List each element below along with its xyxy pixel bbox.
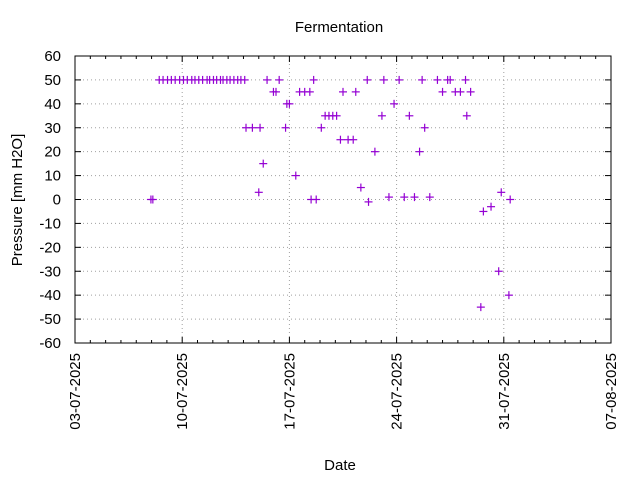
data-point	[281, 123, 290, 132]
data-point	[405, 111, 414, 120]
plot-frame	[74, 55, 612, 344]
data-point	[254, 188, 263, 197]
x-axis-label: Date	[324, 457, 356, 474]
data-point	[379, 75, 388, 84]
y-tick-label: -20	[39, 239, 61, 256]
data-point	[504, 291, 513, 300]
data-point	[420, 123, 429, 132]
data-point	[317, 123, 326, 132]
data-point	[148, 195, 157, 204]
data-point	[395, 75, 404, 84]
data-point	[466, 87, 475, 96]
data-point	[275, 75, 284, 84]
x-tick-label: 10-07-2025	[174, 353, 191, 430]
data-point	[494, 267, 503, 276]
data-point	[285, 99, 294, 108]
data-point	[462, 111, 471, 120]
y-tick-label: 30	[44, 120, 61, 137]
y-tick-label: 50	[44, 72, 61, 89]
data-point	[433, 75, 442, 84]
data-point	[364, 197, 373, 206]
data-points	[146, 75, 515, 312]
data-point	[506, 195, 515, 204]
x-tick-label: 07-08-2025	[603, 353, 620, 430]
y-tick-label: 60	[44, 48, 61, 65]
y-tick-label: 20	[44, 144, 61, 161]
data-point	[418, 75, 427, 84]
data-point	[259, 159, 268, 168]
data-point	[256, 123, 265, 132]
data-point	[305, 87, 314, 96]
y-tick-label: 0	[53, 192, 61, 209]
data-point	[487, 202, 496, 211]
data-point	[438, 87, 447, 96]
data-point	[240, 75, 249, 84]
grid-lines	[75, 56, 611, 343]
data-point	[497, 188, 506, 197]
data-point	[248, 123, 257, 132]
data-point	[332, 111, 341, 120]
y-tick-label: 40	[44, 96, 61, 113]
data-point	[461, 75, 470, 84]
chart-title: Fermentation	[295, 19, 383, 36]
y-tick-label: -40	[39, 287, 61, 304]
data-point	[479, 207, 488, 216]
y-axis-label: Pressure [mm H2O]	[9, 134, 26, 267]
data-point	[263, 75, 272, 84]
data-point	[349, 135, 358, 144]
data-point	[356, 183, 365, 192]
y-axis-ticks: 60 50 40 30 20 10 0 -10 -20 -30 -40 -50 -60	[39, 48, 611, 352]
data-point	[377, 111, 386, 120]
data-point	[400, 193, 409, 202]
data-point	[370, 147, 379, 156]
data-point	[425, 193, 434, 202]
data-point	[291, 171, 300, 180]
data-point	[363, 75, 372, 84]
data-point	[390, 99, 399, 108]
x-tick-label: 24-07-2025	[389, 353, 406, 430]
y-tick-label: -10	[39, 215, 61, 232]
data-point	[272, 87, 280, 96]
data-point	[384, 193, 393, 202]
data-point	[410, 193, 419, 202]
data-point	[476, 303, 485, 312]
y-tick-label: 10	[44, 168, 61, 185]
x-axis-ticks: 03-07-2025 10-07-2025 17-07-2025 24-07-2025…	[67, 56, 620, 430]
data-point	[312, 195, 321, 204]
data-point	[456, 87, 465, 96]
x-tick-label: 31-07-2025	[496, 353, 513, 430]
x-tick-label: 03-07-2025	[67, 353, 84, 430]
data-point	[309, 75, 318, 84]
x-tick-label: 17-07-2025	[281, 353, 298, 430]
data-point	[351, 87, 360, 96]
data-point	[339, 87, 347, 96]
data-point	[446, 75, 455, 84]
y-tick-label: -30	[39, 263, 61, 280]
data-point	[336, 135, 345, 144]
y-tick-label: -50	[39, 311, 61, 328]
data-point	[415, 147, 424, 156]
y-tick-label: -60	[39, 335, 61, 352]
